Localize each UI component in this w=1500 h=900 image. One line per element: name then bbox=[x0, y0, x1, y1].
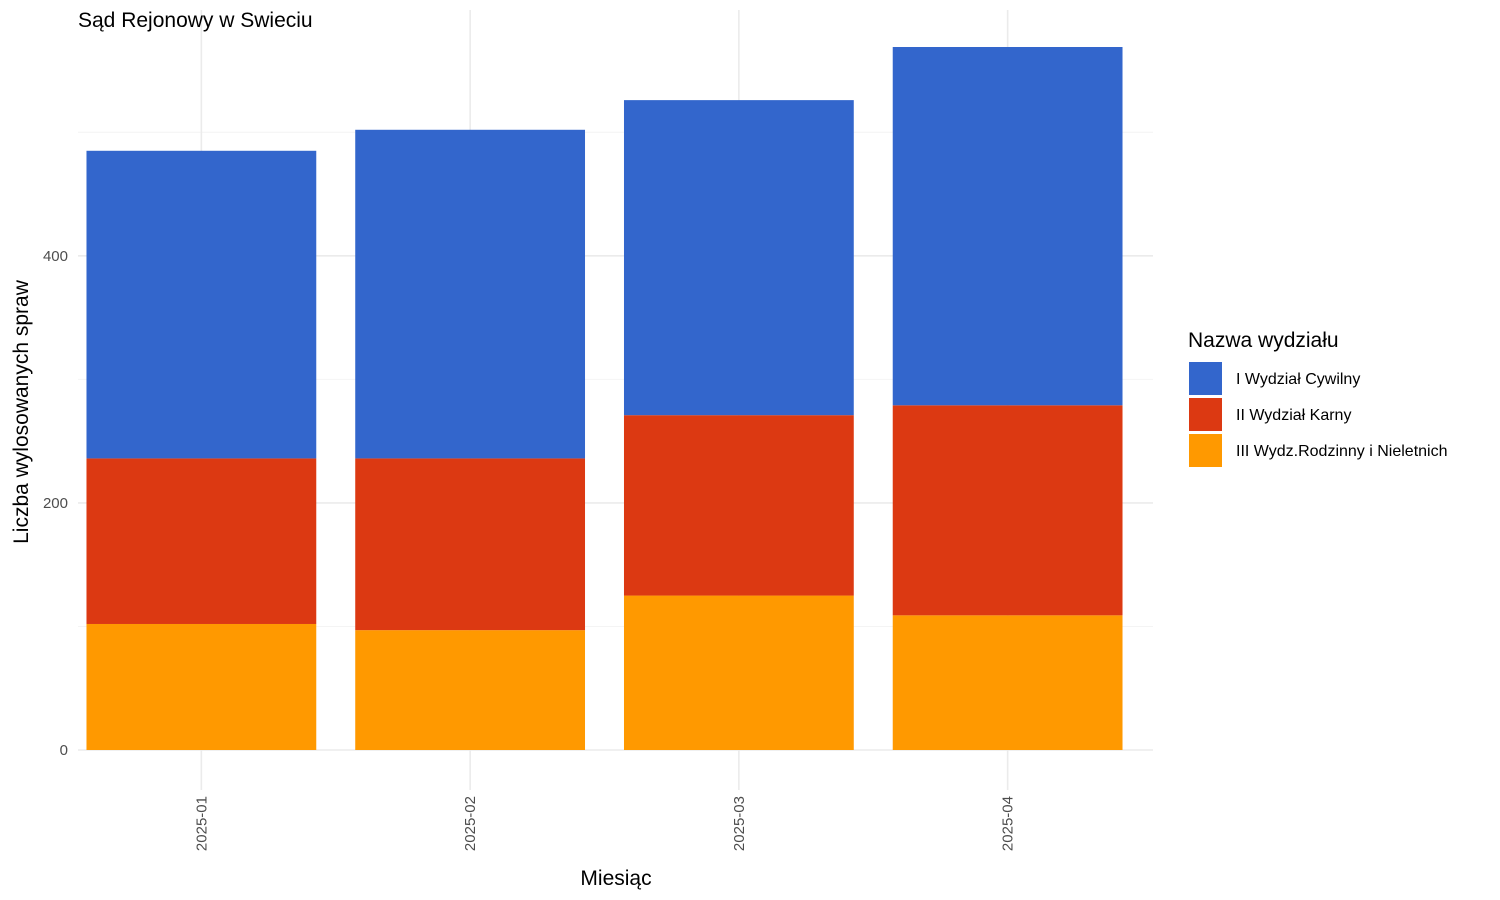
legend-label: I Wydział Cywilny bbox=[1236, 371, 1360, 388]
x-axis-title: Miesiąc bbox=[580, 867, 651, 890]
bar-segment bbox=[623, 595, 854, 750]
bar-segment bbox=[623, 100, 854, 416]
legend-label: III Wydz.Rodzinny i Nieletnich bbox=[1236, 443, 1448, 460]
bar-segment bbox=[623, 415, 854, 596]
y-tick-label: 400 bbox=[43, 248, 68, 265]
x-tick-label: 2025-04 bbox=[1000, 796, 1017, 851]
legend-swatch bbox=[1189, 434, 1222, 467]
bar-segment bbox=[892, 405, 1123, 616]
chart-title: Sąd Rejonowy w Swieciu bbox=[78, 9, 313, 32]
y-tick-label: 200 bbox=[43, 495, 68, 512]
x-tick-label: 2025-01 bbox=[193, 796, 210, 851]
bar-segment bbox=[892, 47, 1123, 406]
y-axis-ticks: 0 200 400 bbox=[43, 248, 68, 759]
legend: I Wydział Cywilny II Wydział Karny III Wyd… bbox=[1189, 362, 1448, 467]
y-axis-title: Liczba wylosowanych spraw bbox=[10, 279, 33, 544]
x-tick-label: 2025-03 bbox=[731, 796, 748, 851]
bar-segment bbox=[86, 150, 317, 459]
bar-segment bbox=[355, 630, 586, 750]
bar-segment bbox=[355, 129, 586, 459]
x-tick-label: 2025-02 bbox=[462, 796, 479, 851]
x-axis-ticks: 2025-01 2025-02 2025-03 2025-04 bbox=[193, 796, 1016, 851]
bar-segment bbox=[86, 458, 317, 624]
bar-segment bbox=[86, 623, 317, 750]
bar-segment bbox=[355, 458, 586, 631]
legend-swatch bbox=[1189, 398, 1222, 431]
legend-title: Nazwa wydziału bbox=[1188, 329, 1339, 352]
legend-swatch bbox=[1189, 362, 1222, 395]
bars bbox=[86, 47, 1123, 750]
y-tick-label: 0 bbox=[60, 742, 68, 759]
bar-segment bbox=[892, 615, 1123, 750]
legend-label: II Wydział Karny bbox=[1236, 407, 1351, 424]
